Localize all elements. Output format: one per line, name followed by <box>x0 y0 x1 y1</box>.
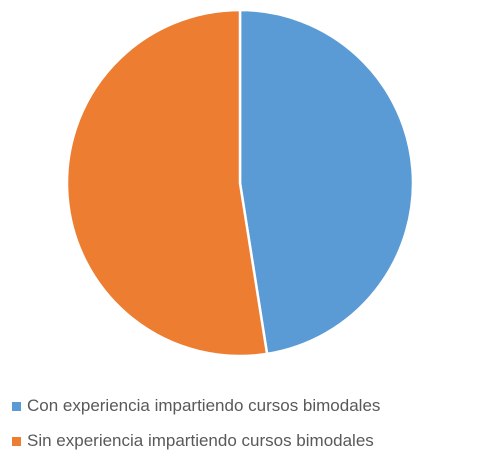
legend-swatch <box>12 436 21 446</box>
pie-chart <box>65 8 415 358</box>
legend-item-2: Sin experiencia impartiendo cursos bimod… <box>12 431 477 451</box>
pie-slice-2 <box>65 8 269 358</box>
chart-legend: Con experiencia impartiendo cursos bimod… <box>12 396 477 466</box>
legend-label: Sin experiencia impartiendo cursos bimod… <box>27 431 374 450</box>
pie-chart-svg <box>65 8 415 358</box>
legend-swatch <box>12 401 21 411</box>
pie-slice-1 <box>238 8 415 356</box>
legend-label: Con experiencia impartiendo cursos bimod… <box>27 396 381 415</box>
legend-item-1: Con experiencia impartiendo cursos bimod… <box>12 396 477 416</box>
